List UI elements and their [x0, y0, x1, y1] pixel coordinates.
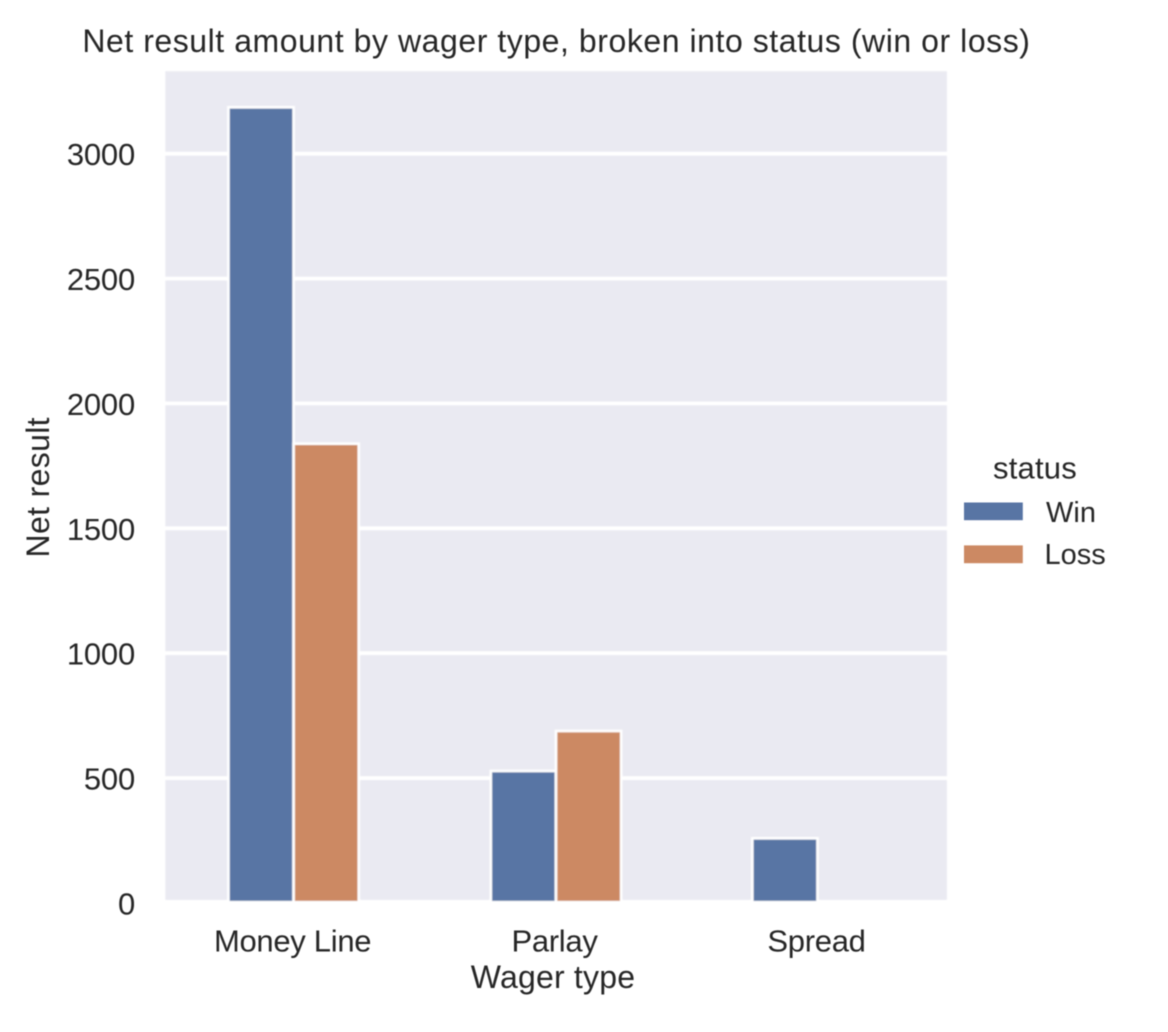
svg-text:Parlay: Parlay: [511, 923, 598, 958]
svg-text:1500: 1500: [67, 512, 135, 547]
svg-text:2000: 2000: [67, 387, 135, 422]
svg-text:Wager type: Wager type: [471, 959, 635, 995]
svg-text:Net result: Net result: [20, 417, 56, 557]
svg-text:1000: 1000: [67, 637, 135, 672]
svg-text:2500: 2500: [67, 262, 135, 297]
svg-text:Spread: Spread: [767, 923, 865, 958]
svg-text:Net result amount by wager typ: Net result amount by wager type, broken …: [82, 23, 1030, 59]
svg-text:3000: 3000: [67, 137, 135, 172]
svg-text:Loss: Loss: [1045, 539, 1106, 571]
svg-text:status: status: [993, 450, 1077, 485]
svg-text:500: 500: [84, 762, 135, 797]
svg-text:0: 0: [118, 887, 135, 922]
svg-text:Win: Win: [1046, 497, 1096, 529]
svg-text:Money Line: Money Line: [214, 923, 371, 958]
